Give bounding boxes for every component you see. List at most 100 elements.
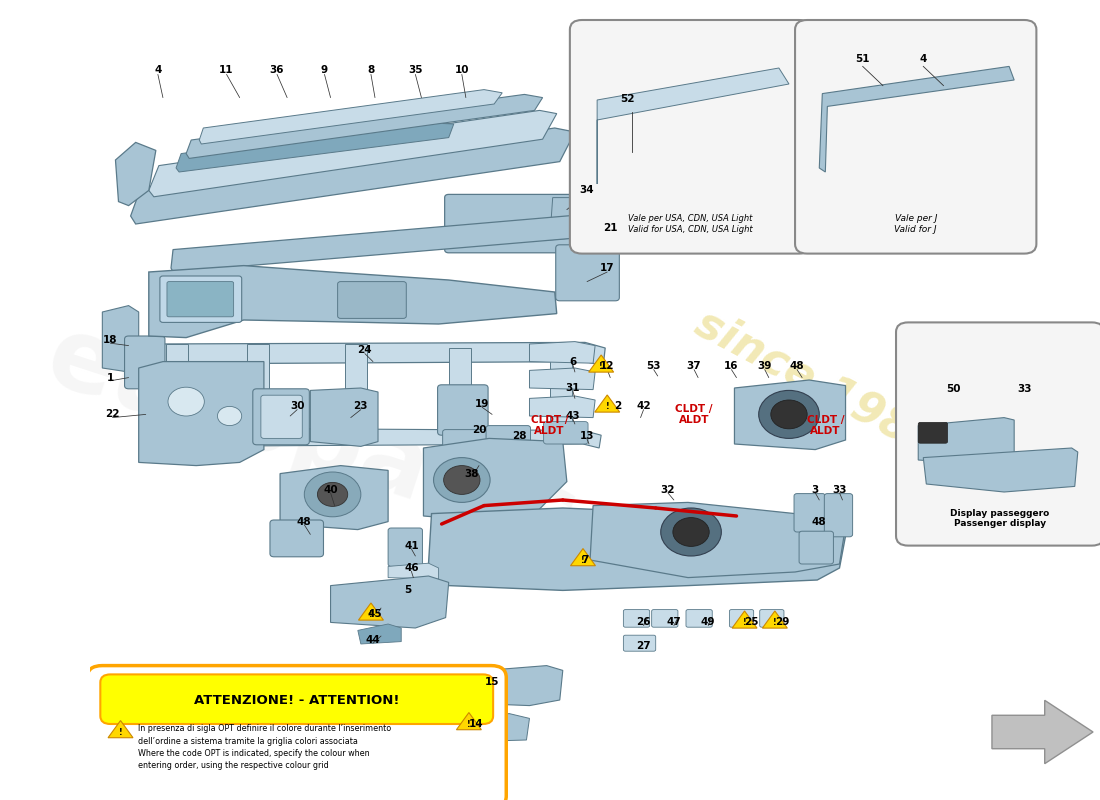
Text: 35: 35 <box>408 66 422 75</box>
Polygon shape <box>820 66 1014 172</box>
Text: 32: 32 <box>661 485 675 494</box>
Text: 21: 21 <box>603 223 617 233</box>
Text: since 1985: since 1985 <box>689 302 946 466</box>
Polygon shape <box>280 466 388 530</box>
Polygon shape <box>735 380 846 450</box>
Text: In presenza di sigla OPT definire il colore durante l’inserimento
dell’ordine a : In presenza di sigla OPT definire il col… <box>138 724 390 770</box>
Text: 8: 8 <box>367 66 375 75</box>
Polygon shape <box>186 94 542 158</box>
FancyBboxPatch shape <box>729 610 754 627</box>
Text: 36: 36 <box>270 66 284 75</box>
Text: CLDT /
ALDT: CLDT / ALDT <box>806 414 844 437</box>
Text: 20: 20 <box>472 426 486 435</box>
FancyBboxPatch shape <box>388 528 422 566</box>
Polygon shape <box>108 721 133 738</box>
Polygon shape <box>449 348 471 440</box>
Text: !: ! <box>581 556 585 565</box>
FancyBboxPatch shape <box>87 666 506 800</box>
FancyBboxPatch shape <box>100 674 493 724</box>
Polygon shape <box>424 438 566 522</box>
FancyBboxPatch shape <box>442 430 487 460</box>
Polygon shape <box>358 624 402 644</box>
Polygon shape <box>733 611 757 628</box>
Polygon shape <box>762 611 788 628</box>
Polygon shape <box>429 508 846 590</box>
Text: 6: 6 <box>570 357 576 366</box>
Text: !: ! <box>119 728 122 737</box>
Text: 39: 39 <box>758 362 772 371</box>
FancyBboxPatch shape <box>543 422 588 444</box>
Polygon shape <box>199 90 503 144</box>
FancyBboxPatch shape <box>261 395 302 438</box>
Text: 18: 18 <box>103 335 118 345</box>
Text: Vale per USA, CDN, USA Light
Valid for USA, CDN, USA Light: Vale per USA, CDN, USA Light Valid for U… <box>628 214 752 234</box>
Text: CLDT /
ALDT: CLDT / ALDT <box>531 414 569 437</box>
Text: !: ! <box>605 402 609 411</box>
Polygon shape <box>439 714 529 742</box>
Text: 13: 13 <box>580 431 594 441</box>
Polygon shape <box>102 306 139 372</box>
Text: 41: 41 <box>404 541 419 550</box>
Polygon shape <box>344 344 367 444</box>
Text: 16: 16 <box>724 362 739 371</box>
Text: 53: 53 <box>647 362 661 371</box>
Text: 40: 40 <box>323 485 338 494</box>
Text: ATTENZIONE! - ATTENTION!: ATTENZIONE! - ATTENTION! <box>194 694 399 706</box>
Text: 24: 24 <box>358 346 372 355</box>
Text: !: ! <box>773 618 777 627</box>
Circle shape <box>443 466 480 494</box>
Text: 31: 31 <box>565 383 580 393</box>
Polygon shape <box>148 266 557 338</box>
Text: 48: 48 <box>297 517 311 526</box>
Text: 15: 15 <box>485 677 499 686</box>
Text: 50: 50 <box>946 384 960 394</box>
Text: 11: 11 <box>219 66 234 75</box>
Circle shape <box>661 508 722 556</box>
Polygon shape <box>170 214 605 272</box>
Text: 28: 28 <box>513 431 527 441</box>
FancyBboxPatch shape <box>624 610 650 627</box>
Text: !: ! <box>468 720 471 729</box>
Text: 48: 48 <box>790 362 804 371</box>
Text: 9: 9 <box>321 66 328 75</box>
Text: 25: 25 <box>745 618 759 627</box>
Text: 46: 46 <box>404 563 419 573</box>
Polygon shape <box>331 576 449 628</box>
Text: 27: 27 <box>636 642 651 651</box>
Text: 3: 3 <box>812 485 818 494</box>
FancyBboxPatch shape <box>624 635 656 651</box>
Polygon shape <box>176 122 453 172</box>
Text: 51: 51 <box>856 54 870 64</box>
FancyBboxPatch shape <box>167 282 233 317</box>
FancyBboxPatch shape <box>570 20 811 254</box>
Text: 49: 49 <box>701 618 715 627</box>
FancyBboxPatch shape <box>760 610 784 627</box>
FancyBboxPatch shape <box>338 282 406 318</box>
Text: 23: 23 <box>353 402 369 411</box>
Text: !: ! <box>600 362 603 371</box>
Polygon shape <box>529 342 595 363</box>
Polygon shape <box>550 348 572 438</box>
Text: 34: 34 <box>580 186 594 195</box>
Text: 10: 10 <box>454 66 469 75</box>
Text: !: ! <box>742 618 747 627</box>
FancyBboxPatch shape <box>270 520 323 557</box>
FancyBboxPatch shape <box>651 610 678 627</box>
Text: 52: 52 <box>620 94 635 104</box>
FancyBboxPatch shape <box>686 610 712 627</box>
Text: 30: 30 <box>290 402 305 411</box>
Circle shape <box>318 482 348 506</box>
Text: 47: 47 <box>667 618 681 627</box>
Text: 43: 43 <box>565 411 580 421</box>
Text: 1: 1 <box>107 373 114 382</box>
Circle shape <box>168 387 205 416</box>
Polygon shape <box>246 344 270 442</box>
Circle shape <box>771 400 807 429</box>
Text: 19: 19 <box>475 399 490 409</box>
Text: 26: 26 <box>636 618 651 627</box>
Polygon shape <box>529 368 595 390</box>
Text: 38: 38 <box>464 469 480 478</box>
FancyBboxPatch shape <box>896 322 1100 546</box>
FancyBboxPatch shape <box>444 194 600 253</box>
Text: 37: 37 <box>686 362 702 371</box>
